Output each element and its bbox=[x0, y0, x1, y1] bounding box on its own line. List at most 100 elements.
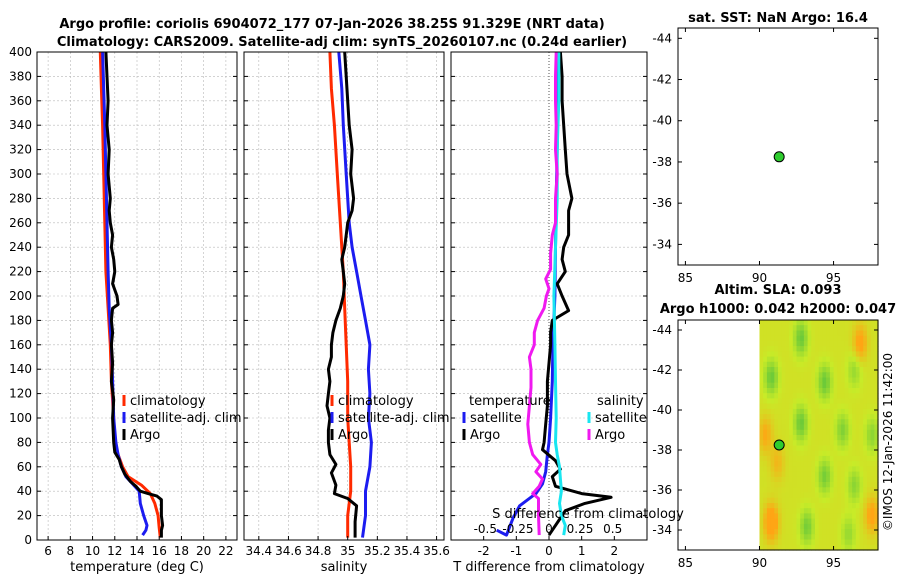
sla-heatmap-cell bbox=[863, 403, 868, 410]
sla-heatmap-cell bbox=[800, 372, 805, 379]
sla-heatmap-cell bbox=[859, 361, 864, 368]
sla-heatmap-cell bbox=[826, 424, 831, 431]
sla-heatmap-cell bbox=[811, 476, 816, 483]
sla-heatmap-cell bbox=[844, 487, 849, 494]
sla-heatmap-cell bbox=[792, 529, 798, 535]
sla-heatmap-cell bbox=[778, 513, 783, 520]
sla-heatmap-cell bbox=[818, 435, 823, 441]
sla-heatmap-cell bbox=[796, 398, 801, 405]
sla-heatmap-cell bbox=[848, 471, 853, 478]
sla-heatmap-cell bbox=[766, 393, 772, 399]
sla-heatmap-cell bbox=[781, 335, 786, 342]
sla-heatmap-cell bbox=[837, 450, 842, 457]
sla-heatmap-cell bbox=[763, 476, 768, 483]
sla-heatmap-cell bbox=[874, 513, 879, 520]
sla-heatmap-cell bbox=[796, 403, 801, 410]
sla-heatmap-cell bbox=[844, 419, 849, 426]
sla-heatmap-cell bbox=[785, 382, 790, 389]
sla-heatmap-cell bbox=[866, 492, 872, 499]
sla-heatmap-cell bbox=[841, 482, 846, 488]
sla-heatmap-cell bbox=[785, 408, 790, 415]
sla-heatmap-cell bbox=[781, 482, 786, 488]
sla-heatmap-cell bbox=[866, 503, 872, 509]
sla-heatmap-cell bbox=[785, 367, 790, 373]
sla-heatmap-cell bbox=[800, 461, 805, 467]
sla-heatmap-cell bbox=[811, 356, 816, 363]
sla-heatmap-cell bbox=[763, 544, 768, 551]
sla-heatmap-cell bbox=[852, 503, 857, 509]
sla-heatmap-cell bbox=[855, 497, 861, 504]
sla-heatmap-cell bbox=[785, 497, 790, 504]
sla-heatmap-cell bbox=[789, 403, 794, 410]
sla-heatmap-cell bbox=[855, 534, 861, 541]
sla-heatmap-cell bbox=[759, 497, 764, 504]
sla-heatmap-cell bbox=[759, 544, 764, 551]
sla-heatmap-cell bbox=[837, 487, 842, 494]
sla-heatmap-cell bbox=[818, 356, 823, 363]
sla-heatmap-cell bbox=[759, 367, 764, 373]
sla-heatmap-cell bbox=[789, 351, 794, 358]
sla-heatmap-cell bbox=[766, 398, 772, 405]
sla-heatmap-cell bbox=[789, 408, 794, 415]
sla-heatmap-cell bbox=[770, 325, 775, 331]
sla-heatmap-cell bbox=[774, 471, 779, 478]
sla-heatmap-cell bbox=[870, 429, 875, 436]
sla-heatmap-cell bbox=[848, 523, 853, 530]
sla-heatmap-cell bbox=[759, 382, 764, 389]
sla-heatmap-cell bbox=[781, 492, 786, 499]
sla-heatmap-cell bbox=[796, 445, 801, 452]
sla-heatmap-cell bbox=[852, 377, 857, 384]
sla-heatmap-cell bbox=[866, 455, 872, 462]
sla-heatmap-cell bbox=[770, 445, 775, 452]
sla-heatmap-cell bbox=[803, 539, 809, 546]
sla-heatmap-cell bbox=[774, 351, 779, 358]
sla-heatmap-cell bbox=[811, 455, 816, 462]
sla-heatmap-cell bbox=[859, 351, 864, 358]
sla-heatmap-cell bbox=[774, 335, 779, 342]
sla-heatmap-cell bbox=[874, 435, 879, 441]
sla-heatmap-cell bbox=[829, 508, 835, 514]
sla-heatmap-cell bbox=[766, 377, 772, 384]
sla-heatmap-cell bbox=[870, 388, 875, 394]
sla-heatmap-cell bbox=[848, 372, 853, 379]
sla-heatmap-cell bbox=[852, 346, 857, 352]
sla-heatmap-cell bbox=[852, 382, 857, 389]
title-line-1: Argo profile: coriolis 6904072_177 07-Ja… bbox=[59, 17, 604, 32]
sla-heatmap-cell bbox=[866, 497, 872, 504]
sla-heatmap-cell bbox=[863, 382, 868, 389]
sla-heatmap-cell bbox=[807, 330, 812, 337]
sla-heatmap-cell bbox=[855, 518, 861, 525]
sla-heatmap-cell bbox=[833, 435, 838, 441]
sla-heatmap-cell bbox=[863, 325, 868, 331]
sla-heatmap-cell bbox=[785, 361, 790, 368]
sla-heatmap-cell bbox=[844, 424, 849, 431]
sla-heatmap-cell bbox=[789, 455, 794, 462]
sla-heatmap-cell bbox=[766, 544, 772, 551]
sla-heatmap-cell bbox=[781, 466, 786, 473]
sla-heatmap-cell bbox=[781, 398, 786, 405]
sla-heatmap-cell bbox=[774, 513, 779, 520]
sla-heatmap-cell bbox=[855, 440, 861, 446]
sla-heatmap-cell bbox=[841, 361, 846, 368]
sla-heatmap-cell bbox=[848, 398, 853, 405]
sla-heatmap-cell bbox=[837, 377, 842, 384]
sla-heatmap-cell bbox=[800, 544, 805, 551]
sla-heatmap-cell bbox=[792, 398, 798, 405]
sla-heatmap-cell bbox=[870, 503, 875, 509]
sla-heatmap-cell bbox=[837, 534, 842, 541]
sla-heatmap-cell bbox=[852, 529, 857, 535]
sla-heatmap-cell bbox=[785, 414, 790, 420]
sla-heatmap-cell bbox=[766, 492, 772, 499]
sla-heatmap-cell bbox=[807, 440, 812, 446]
sla-heatmap-cell bbox=[763, 429, 768, 436]
sla-heatmap-cell bbox=[818, 445, 823, 452]
sla-heatmap-cell bbox=[763, 346, 768, 352]
legend-label: satellite bbox=[595, 411, 647, 426]
sla-heatmap-cell bbox=[781, 471, 786, 478]
sla-heatmap-cell bbox=[789, 445, 794, 452]
sla-heatmap-cell bbox=[866, 340, 872, 347]
y-tick-label: -34 bbox=[652, 237, 672, 251]
sla-heatmap-cell bbox=[855, 513, 861, 520]
sla-heatmap-cell bbox=[818, 340, 823, 347]
sla-heatmap-cell bbox=[789, 356, 794, 363]
